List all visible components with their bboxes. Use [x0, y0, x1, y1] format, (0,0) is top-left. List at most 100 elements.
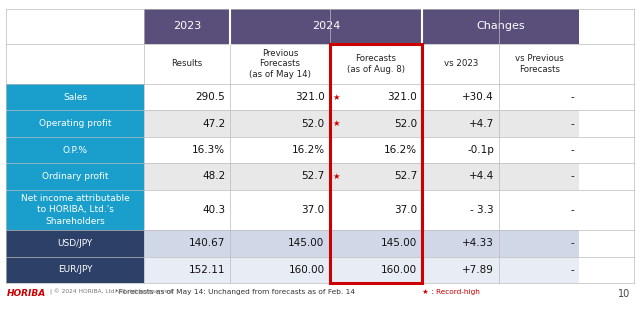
- Text: - 3.3: - 3.3: [470, 205, 494, 215]
- Text: ★: ★: [333, 93, 340, 102]
- Text: -: -: [570, 171, 574, 182]
- Bar: [144, 257, 230, 283]
- Bar: [230, 9, 422, 44]
- Text: Forecasts
(as of Aug. 8): Forecasts (as of Aug. 8): [347, 54, 405, 74]
- Text: 52.7: 52.7: [301, 171, 324, 182]
- Text: +7.89: +7.89: [462, 265, 494, 275]
- Text: Ordinary profit: Ordinary profit: [42, 172, 108, 181]
- Bar: [6, 257, 144, 283]
- Text: *Forecasts as of May 14: Unchanged from forecasts as of Feb. 14: *Forecasts as of May 14: Unchanged from …: [115, 289, 355, 295]
- Bar: [6, 9, 144, 44]
- Bar: [6, 110, 144, 137]
- Text: 2023: 2023: [173, 21, 202, 31]
- Bar: [230, 137, 330, 163]
- Text: 152.11: 152.11: [189, 265, 225, 275]
- Bar: [230, 110, 330, 137]
- Bar: [230, 230, 330, 257]
- Bar: [422, 137, 499, 163]
- Bar: [6, 137, 144, 163]
- Text: 52.0: 52.0: [394, 118, 417, 129]
- Bar: [6, 163, 144, 190]
- Bar: [422, 44, 499, 84]
- Bar: [230, 190, 330, 230]
- Bar: [144, 9, 230, 44]
- Text: +4.33: +4.33: [462, 238, 494, 248]
- Bar: [422, 110, 499, 137]
- Text: Previous
Forecasts
(as of May 14): Previous Forecasts (as of May 14): [249, 49, 311, 79]
- Text: O.P.%: O.P.%: [63, 146, 88, 155]
- Text: 321.0: 321.0: [388, 92, 417, 102]
- Bar: [230, 84, 330, 110]
- Bar: [499, 84, 579, 110]
- Text: -0.1p: -0.1p: [467, 145, 494, 155]
- Text: 140.67: 140.67: [189, 238, 225, 248]
- Bar: [330, 84, 422, 110]
- Text: -: -: [570, 92, 574, 102]
- Bar: [144, 110, 230, 137]
- Bar: [230, 163, 330, 190]
- Bar: [6, 190, 144, 230]
- Text: EUR/JPY: EUR/JPY: [58, 265, 92, 274]
- Bar: [6, 84, 144, 110]
- Bar: [6, 9, 634, 283]
- Bar: [499, 230, 579, 257]
- Text: ★ : Record-high: ★ : Record-high: [415, 289, 479, 295]
- Text: 47.2: 47.2: [202, 118, 225, 129]
- Text: 2024: 2024: [312, 21, 340, 31]
- Text: 160.00: 160.00: [289, 265, 324, 275]
- Bar: [499, 163, 579, 190]
- Text: Changes: Changes: [477, 21, 525, 31]
- Text: 37.0: 37.0: [301, 205, 324, 215]
- Bar: [330, 137, 422, 163]
- Text: 16.3%: 16.3%: [192, 145, 225, 155]
- Bar: [330, 44, 422, 84]
- Text: -: -: [570, 205, 574, 215]
- Bar: [6, 44, 144, 84]
- Bar: [330, 257, 422, 283]
- Text: +4.7: +4.7: [469, 118, 494, 129]
- Bar: [422, 163, 499, 190]
- Bar: [330, 230, 422, 257]
- Bar: [330, 163, 422, 190]
- Text: vs Previous
Forecasts: vs Previous Forecasts: [515, 54, 564, 74]
- Text: Sales: Sales: [63, 93, 87, 102]
- Text: 52.7: 52.7: [394, 171, 417, 182]
- Bar: [422, 9, 579, 44]
- Bar: [499, 137, 579, 163]
- Text: vs 2023: vs 2023: [444, 59, 478, 68]
- Text: HORIBA: HORIBA: [6, 289, 45, 298]
- Text: Results: Results: [172, 59, 203, 68]
- Text: -: -: [570, 265, 574, 275]
- Text: -: -: [570, 145, 574, 155]
- Bar: [499, 44, 579, 84]
- Text: Operating profit: Operating profit: [39, 119, 111, 128]
- Text: +30.4: +30.4: [462, 92, 494, 102]
- Bar: [499, 190, 579, 230]
- Text: 145.00: 145.00: [381, 238, 417, 248]
- Bar: [330, 190, 422, 230]
- Bar: [144, 137, 230, 163]
- Text: 37.0: 37.0: [394, 205, 417, 215]
- Bar: [144, 190, 230, 230]
- Bar: [144, 163, 230, 190]
- Text: 145.00: 145.00: [288, 238, 324, 248]
- Text: 48.2: 48.2: [202, 171, 225, 182]
- Text: 16.2%: 16.2%: [291, 145, 324, 155]
- Bar: [422, 257, 499, 283]
- Bar: [422, 84, 499, 110]
- Text: USD/JPY: USD/JPY: [58, 239, 93, 248]
- Bar: [144, 230, 230, 257]
- Text: ★: ★: [333, 172, 340, 181]
- Bar: [144, 84, 230, 110]
- Text: -: -: [570, 238, 574, 248]
- Text: 10: 10: [618, 289, 630, 299]
- Text: 321.0: 321.0: [295, 92, 324, 102]
- Text: Net income attributable
to HORIBA, Ltd.'s
Shareholders: Net income attributable to HORIBA, Ltd.'…: [21, 194, 129, 225]
- Bar: [230, 44, 330, 84]
- Bar: [144, 44, 230, 84]
- Bar: [330, 110, 422, 137]
- Bar: [230, 257, 330, 283]
- Text: 52.0: 52.0: [301, 118, 324, 129]
- Bar: [499, 257, 579, 283]
- Text: -: -: [570, 118, 574, 129]
